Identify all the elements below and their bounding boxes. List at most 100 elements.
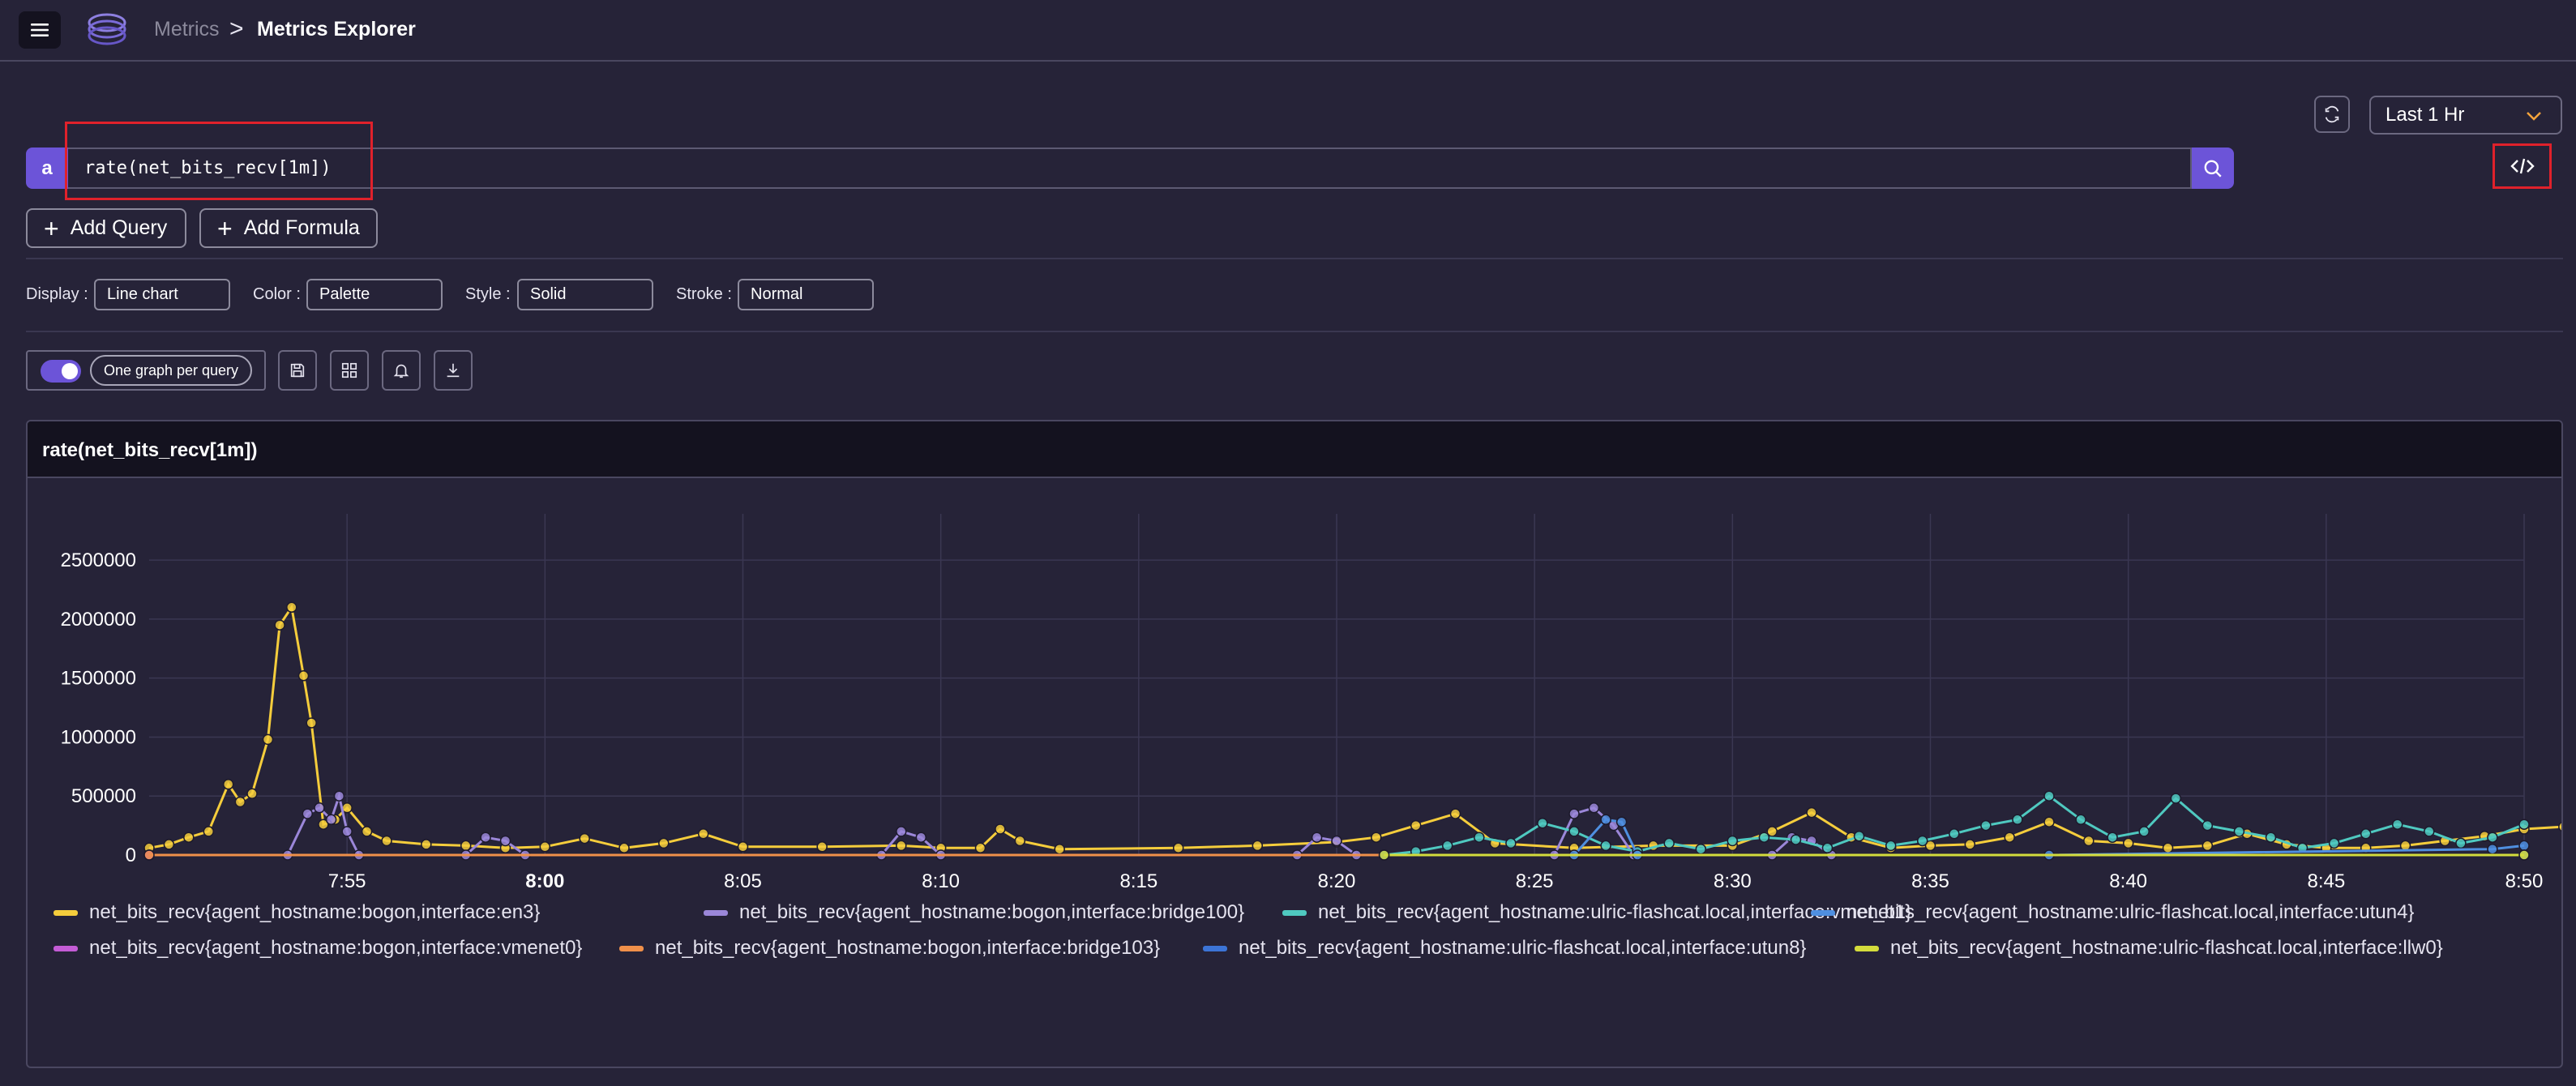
graph-mode-group bbox=[26, 350, 266, 391]
style-select[interactable]: Solid bbox=[517, 279, 653, 310]
y-tick-label: 2000000 bbox=[61, 609, 136, 631]
stroke-select[interactable]: Normal bbox=[738, 279, 874, 310]
breadcrumb-separator: > bbox=[229, 15, 244, 42]
data-point bbox=[974, 842, 986, 854]
save-icon bbox=[290, 363, 305, 378]
legend-item[interactable]: net_bits_recv{agent_hostname:ulric-flash… bbox=[1203, 937, 1806, 960]
legend-swatch bbox=[619, 945, 644, 951]
data-point bbox=[1821, 842, 1834, 854]
alert-button[interactable] bbox=[382, 350, 421, 391]
data-point bbox=[381, 835, 392, 847]
query-input[interactable] bbox=[68, 148, 2192, 189]
y-tick-label: 2500000 bbox=[61, 549, 136, 571]
data-point bbox=[1663, 837, 1675, 849]
legend-item[interactable]: net_bits_recv{agent_hostname:ulric-flash… bbox=[1855, 937, 2443, 960]
data-point bbox=[183, 832, 195, 843]
dashboard-button[interactable] bbox=[330, 350, 369, 391]
data-point bbox=[499, 835, 511, 847]
code-view-button[interactable] bbox=[2493, 143, 2552, 189]
data-point bbox=[274, 619, 285, 631]
query-label[interactable]: a bbox=[26, 148, 68, 189]
stroke-label: Stroke : bbox=[676, 285, 732, 303]
data-point bbox=[1916, 835, 1928, 847]
refresh-icon bbox=[2325, 105, 2339, 123]
data-point bbox=[1600, 840, 1611, 852]
y-tick-label: 500000 bbox=[71, 785, 136, 807]
data-point bbox=[2518, 840, 2530, 852]
data-point bbox=[1806, 806, 1817, 819]
data-point bbox=[2328, 837, 2340, 849]
data-point bbox=[2162, 842, 2174, 854]
data-point bbox=[2558, 821, 2561, 832]
data-point bbox=[1378, 849, 1390, 861]
style-label: Style : bbox=[465, 285, 511, 303]
chevron-down-icon bbox=[2527, 112, 2541, 121]
x-tick-label: 8:40 bbox=[2109, 870, 2147, 892]
page-title: Metrics Explorer bbox=[257, 18, 416, 41]
display-select[interactable]: Line chart bbox=[94, 279, 230, 310]
add-formula-button[interactable]: + Add Formula bbox=[199, 208, 378, 248]
legend-item[interactable]: net_bits_recv{agent_hostname:bogon,inter… bbox=[53, 901, 540, 924]
data-point bbox=[2455, 837, 2467, 849]
legend-label: net_bits_recv{agent_hostname:bogon,inter… bbox=[89, 901, 541, 923]
refresh-button[interactable] bbox=[2314, 96, 2350, 133]
data-point bbox=[2265, 832, 2277, 843]
data-point bbox=[915, 832, 927, 843]
data-point bbox=[579, 832, 590, 844]
data-point bbox=[1311, 832, 1323, 843]
legend-label: net_bits_recv{agent_hostname:ulric-flash… bbox=[1239, 937, 1807, 959]
data-point bbox=[2360, 828, 2372, 840]
data-point bbox=[222, 778, 234, 790]
data-point bbox=[1252, 840, 1264, 852]
menu-button[interactable] bbox=[19, 11, 61, 49]
plus-icon: + bbox=[44, 213, 59, 243]
app-logo-icon[interactable] bbox=[84, 10, 130, 54]
legend-item[interactable]: net_bits_recv{agent_hostname:bogon,inter… bbox=[619, 937, 1160, 960]
add-query-button[interactable]: + Add Query bbox=[26, 208, 186, 248]
add-formula-label: Add Formula bbox=[243, 216, 360, 239]
legend-swatch bbox=[53, 909, 78, 916]
data-point bbox=[1371, 832, 1382, 843]
data-point bbox=[421, 839, 432, 850]
bell-icon bbox=[393, 364, 409, 378]
x-tick-label: 8:45 bbox=[2307, 870, 2345, 892]
data-point bbox=[2233, 826, 2245, 837]
data-point bbox=[896, 826, 907, 837]
breadcrumb-metrics[interactable]: Metrics bbox=[154, 18, 220, 41]
legend-label: net_bits_recv{agent_hostname:bogon,inter… bbox=[739, 901, 1245, 923]
data-point bbox=[2518, 819, 2530, 830]
one-graph-toggle[interactable] bbox=[41, 360, 81, 383]
data-point bbox=[896, 840, 907, 852]
data-point bbox=[1758, 832, 1770, 843]
legend-item[interactable]: net_bits_recv{agent_hostname:bogon,inter… bbox=[53, 937, 582, 960]
legend-item[interactable]: net_bits_recv{agent_hostname:bogon,inter… bbox=[704, 901, 1244, 924]
data-point bbox=[1449, 808, 1461, 819]
time-range-select[interactable]: Last 1 Hr bbox=[2369, 96, 2562, 135]
line-chart[interactable]: 7:55 8:00 8:05 8:10 8:15 8:20 8:25 8:30 8:35 8:40… bbox=[28, 480, 2561, 917]
time-range-value: Last 1 Hr bbox=[2386, 104, 2465, 126]
data-point bbox=[2083, 835, 2095, 847]
legend-label: net_bits_recv{agent_hostname:ulric-flash… bbox=[1890, 937, 2443, 959]
data-point bbox=[816, 841, 828, 853]
y-tick-label: 0 bbox=[126, 844, 136, 866]
data-point bbox=[306, 717, 317, 729]
color-select[interactable]: Palette bbox=[306, 279, 443, 310]
data-point bbox=[318, 819, 329, 830]
download-button[interactable] bbox=[434, 350, 473, 391]
data-point bbox=[302, 808, 314, 819]
data-point bbox=[234, 796, 246, 808]
save-button[interactable] bbox=[278, 350, 317, 391]
legend-item[interactable]: net_bits_recv{agent_hostname:ulric-flash… bbox=[1811, 901, 2414, 924]
query-search-button[interactable] bbox=[2192, 148, 2234, 189]
data-point bbox=[697, 828, 709, 840]
one-graph-per-query-label[interactable]: One graph per query bbox=[90, 355, 252, 386]
data-point bbox=[341, 826, 353, 837]
data-point bbox=[1014, 835, 1026, 847]
data-point bbox=[1474, 832, 1485, 843]
data-point bbox=[361, 826, 373, 837]
legend-swatch bbox=[1282, 909, 1307, 916]
data-point bbox=[2075, 814, 2086, 826]
data-point bbox=[2107, 832, 2118, 843]
y-tick-label: 1000000 bbox=[61, 726, 136, 748]
chart-title: rate(net_bits_recv[1m]) bbox=[42, 439, 258, 461]
